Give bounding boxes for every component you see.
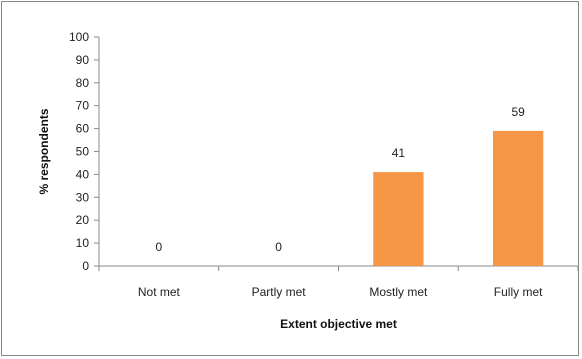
data-label: 41 xyxy=(392,146,406,160)
y-tick-label: 10 xyxy=(76,236,90,250)
bar xyxy=(492,130,544,266)
y-tick-label: 100 xyxy=(69,30,89,44)
y-tick-label: 70 xyxy=(76,99,90,113)
y-tick-label: 40 xyxy=(76,167,90,181)
data-label: 0 xyxy=(275,240,282,254)
bar-series xyxy=(373,130,544,266)
y-tick-label: 90 xyxy=(76,53,90,67)
y-tick-label: 20 xyxy=(76,213,90,227)
y-tick-label: 30 xyxy=(76,190,90,204)
x-tick-label: Not met xyxy=(138,285,181,299)
x-axis-title: Extent objective met xyxy=(280,317,397,331)
x-tick-label: Mostly met xyxy=(369,285,428,299)
y-tick-label: 60 xyxy=(76,122,90,136)
y-tick-label: 80 xyxy=(76,76,90,90)
data-labels: 0 0 41 59 xyxy=(156,105,526,254)
y-axis-ticks: 0 10 20 30 40 50 60 70 80 90 100 xyxy=(69,30,99,273)
data-label: 0 xyxy=(156,240,163,254)
x-axis-ticks: Not met Partly met Mostly met Fully met xyxy=(98,266,579,299)
x-tick-label: Fully met xyxy=(494,285,543,299)
data-label: 59 xyxy=(511,105,525,119)
bar xyxy=(373,172,424,266)
x-tick-label: Partly met xyxy=(252,285,307,299)
y-tick-label: 50 xyxy=(76,145,90,159)
y-axis-title: % respondents xyxy=(37,108,51,194)
y-tick-label: 0 xyxy=(82,259,89,273)
